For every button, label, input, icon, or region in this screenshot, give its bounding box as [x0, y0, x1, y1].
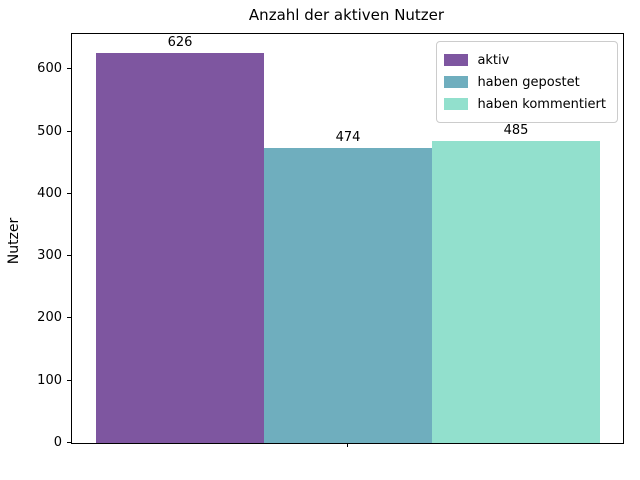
y-tick-label: 400: [37, 186, 62, 201]
y-tick-label: 600: [37, 61, 62, 76]
legend-label: haben kommentiert: [477, 96, 606, 112]
plot-area: 626 474 485 aktiv haben gepostet haben komme…: [71, 33, 624, 444]
y-tick-label: 300: [37, 248, 62, 263]
legend-swatch-icon: [444, 54, 469, 66]
legend-item: haben gepostet: [444, 71, 606, 93]
y-tick-mark: [67, 442, 71, 443]
y-tick-mark: [67, 68, 71, 69]
legend-swatch-icon: [444, 76, 469, 88]
bar-value-label: 626: [167, 35, 193, 50]
bar-aktiv: [96, 53, 264, 443]
y-tick-label: 100: [37, 373, 62, 388]
legend-item: aktiv: [444, 49, 606, 71]
legend-items: aktiv haben gepostet haben kommentiert: [444, 49, 606, 115]
y-tick-label: 200: [37, 310, 62, 325]
bar-haben-kommentiert: [432, 141, 600, 443]
y-tick-mark: [67, 317, 71, 318]
chart-title: Anzahl der aktiven Nutzer: [248, 6, 445, 24]
legend-item: haben kommentiert: [444, 93, 606, 115]
y-tick-mark: [67, 255, 71, 256]
legend-label: haben gepostet: [477, 74, 580, 90]
legend-swatch-icon: [444, 98, 469, 110]
y-tick-label: 500: [37, 124, 62, 139]
bar-value-label: 485: [503, 123, 529, 138]
legend-label: aktiv: [477, 52, 510, 68]
y-tick-mark: [67, 193, 71, 194]
y-tick-mark: [67, 131, 71, 132]
y-tick-mark: [67, 380, 71, 381]
bar-haben-gepostet: [264, 148, 432, 443]
bar-value-label: 474: [335, 130, 361, 145]
legend: aktiv haben gepostet haben kommentiert: [436, 41, 618, 123]
y-tick-label: 0: [53, 435, 62, 450]
x-tick-mark: [347, 443, 348, 447]
